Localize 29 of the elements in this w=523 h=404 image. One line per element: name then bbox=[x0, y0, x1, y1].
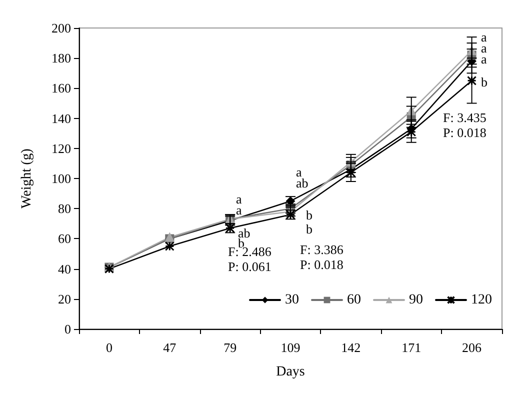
annotation: b bbox=[481, 74, 488, 90]
legend-label: 120 bbox=[471, 292, 492, 308]
x-tick-label: 79 bbox=[224, 340, 237, 355]
y-tick-label: 20 bbox=[58, 291, 71, 306]
y-tick-label: 140 bbox=[52, 110, 71, 126]
x-tick-label: 109 bbox=[280, 340, 300, 355]
annotation: b bbox=[306, 222, 312, 236]
y-tick-label: 180 bbox=[52, 50, 71, 66]
x-tick-label: 171 bbox=[402, 340, 422, 355]
y-axis-title: Weight (g) bbox=[20, 148, 34, 208]
y-tick-label: 160 bbox=[52, 80, 71, 96]
y-tick-label: 200 bbox=[52, 20, 71, 36]
annotation: F: 3.386 P: 0.018 bbox=[300, 242, 344, 272]
y-tick-label: 100 bbox=[52, 171, 71, 186]
annotation: b bbox=[306, 208, 312, 222]
y-tick-label: 120 bbox=[52, 140, 71, 156]
annotation: F: 3.435 P: 0.018 bbox=[443, 110, 486, 140]
legend-label: 90 bbox=[409, 292, 423, 308]
x-tick-label: 47 bbox=[163, 340, 177, 355]
x-axis-title: Days bbox=[276, 364, 305, 380]
y-tick-label: 80 bbox=[58, 201, 71, 216]
legend-label: 30 bbox=[285, 292, 299, 308]
x-tick-label: 206 bbox=[462, 340, 482, 355]
legend-label: 60 bbox=[347, 292, 361, 308]
y-tick-label: 60 bbox=[58, 231, 71, 246]
x-tick-label: 0 bbox=[106, 340, 112, 355]
y-tick-label: 40 bbox=[58, 261, 71, 276]
y-tick-label: 0 bbox=[64, 322, 71, 336]
x-tick-label: 142 bbox=[341, 340, 361, 355]
